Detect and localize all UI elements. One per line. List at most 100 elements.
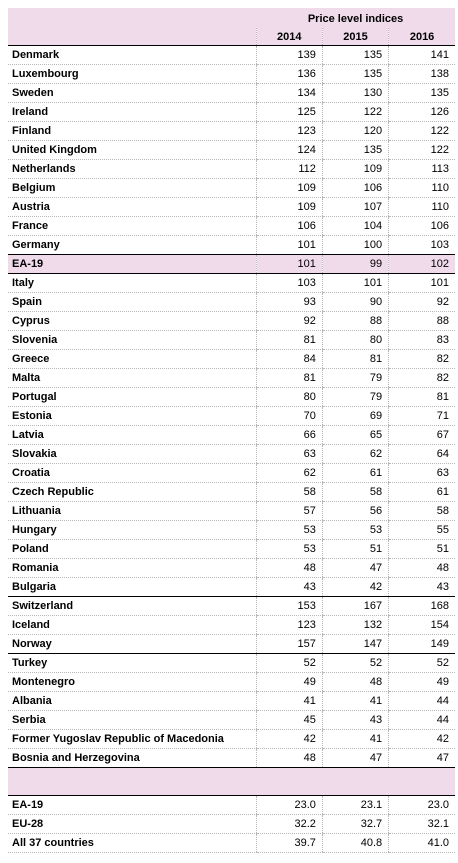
table-row: Luxembourg 136 135 138 — [8, 64, 455, 84]
value-cell: 23.0 — [388, 795, 455, 815]
value-cell: 70 — [255, 406, 323, 426]
country-name: Czech Republic — [8, 482, 257, 502]
value-cell: 139 — [255, 45, 323, 65]
value-cell: 168 — [388, 596, 455, 616]
value-cell: 61 — [321, 463, 389, 483]
country-name: Iceland — [8, 615, 257, 635]
value-cell: 80 — [255, 387, 323, 407]
value-cell: 67 — [388, 425, 455, 445]
value-cell: 157 — [255, 634, 323, 654]
value-cell: 134 — [255, 83, 323, 103]
value-cell: 101 — [388, 273, 455, 293]
country-name: EA-19 — [8, 254, 257, 274]
value-cell: 122 — [321, 102, 389, 122]
table-row: Spain 93 90 92 — [8, 292, 455, 312]
value-cell: 101 — [321, 273, 389, 293]
value-cell: 110 — [388, 178, 455, 198]
spacer-cell — [388, 767, 455, 796]
table-row: Malta 81 79 82 — [8, 368, 455, 388]
country-name: EU-28 — [8, 814, 257, 834]
value-cell: 102 — [388, 254, 455, 274]
value-cell: 135 — [388, 83, 455, 103]
table-row: Bosnia and Herzegovina 48 47 47 — [8, 748, 455, 768]
price-level-table: Price level indices 2014 2015 2016 Denma… — [8, 8, 455, 853]
table-row: EA-19 101 99 102 — [8, 254, 455, 274]
value-cell: 138 — [388, 64, 455, 84]
value-cell: 88 — [388, 311, 455, 331]
value-cell: 40.8 — [321, 833, 389, 853]
value-cell: 47 — [321, 748, 389, 768]
value-cell: 79 — [321, 387, 389, 407]
value-cell: 104 — [321, 216, 389, 236]
value-cell: 167 — [321, 596, 389, 616]
value-cell: 42 — [321, 577, 389, 597]
value-cell: 48 — [321, 672, 389, 692]
value-cell: 58 — [321, 482, 389, 502]
country-name: Netherlands — [8, 159, 257, 179]
value-cell: 58 — [255, 482, 323, 502]
value-cell: 81 — [321, 349, 389, 369]
value-cell: 32.7 — [321, 814, 389, 834]
value-cell: 103 — [388, 235, 455, 255]
value-cell: 110 — [388, 197, 455, 217]
value-cell: 125 — [255, 102, 323, 122]
country-name: Ireland — [8, 102, 257, 122]
country-name: Germany — [8, 235, 257, 255]
value-cell: 79 — [321, 368, 389, 388]
value-cell: 66 — [255, 425, 323, 445]
value-cell: 32.2 — [255, 814, 323, 834]
value-cell: 123 — [255, 121, 323, 141]
value-cell: 103 — [255, 273, 323, 293]
value-cell: 57 — [255, 501, 323, 521]
value-cell: 43 — [321, 710, 389, 730]
table-row: EU-28 32.2 32.7 32.1 — [8, 814, 455, 834]
year-header: 2014 — [255, 28, 323, 46]
table-row: Albania 41 41 44 — [8, 691, 455, 711]
value-cell: 101 — [255, 254, 323, 274]
value-cell: 113 — [388, 159, 455, 179]
table-row: Former Yugoslav Republic of Macedonia 42 4… — [8, 729, 455, 749]
value-cell: 101 — [255, 235, 323, 255]
year-header: 2016 — [388, 28, 455, 46]
value-cell: 42 — [255, 729, 323, 749]
value-cell: 81 — [388, 387, 455, 407]
value-cell: 112 — [255, 159, 323, 179]
value-cell: 120 — [321, 121, 389, 141]
table-row: Poland 53 51 51 — [8, 539, 455, 559]
table-row: Iceland 123 132 154 — [8, 615, 455, 635]
value-cell: 49 — [255, 672, 323, 692]
country-name: EA-19 — [8, 795, 257, 815]
country-name: Luxembourg — [8, 64, 257, 84]
value-cell: 43 — [255, 577, 323, 597]
spacer-row — [8, 767, 455, 796]
value-cell: 82 — [388, 349, 455, 369]
country-name: Spain — [8, 292, 257, 312]
table-row: All 37 countries 39.7 40.8 41.0 — [8, 833, 455, 853]
value-cell: 109 — [321, 159, 389, 179]
value-cell: 23.0 — [255, 795, 323, 815]
value-cell: 52 — [255, 653, 323, 673]
value-cell: 136 — [255, 64, 323, 84]
value-cell: 69 — [321, 406, 389, 426]
table-row: Romania 48 47 48 — [8, 558, 455, 578]
table-row: France 106 104 106 — [8, 216, 455, 236]
value-cell: 106 — [388, 216, 455, 236]
value-cell: 47 — [388, 748, 455, 768]
value-cell: 52 — [321, 653, 389, 673]
header-corner-lower — [8, 28, 257, 46]
value-cell: 58 — [388, 501, 455, 521]
table-row: United Kingdom 124 135 122 — [8, 140, 455, 160]
table-row: Croatia 62 61 63 — [8, 463, 455, 483]
header-corner — [8, 8, 257, 28]
value-cell: 53 — [321, 520, 389, 540]
value-cell: 106 — [255, 216, 323, 236]
value-cell: 43 — [388, 577, 455, 597]
country-name: Former Yugoslav Republic of Macedonia — [8, 729, 257, 749]
value-cell: 44 — [388, 691, 455, 711]
table-row: Greece 84 81 82 — [8, 349, 455, 369]
value-cell: 81 — [255, 330, 323, 350]
value-cell: 56 — [321, 501, 389, 521]
value-cell: 154 — [388, 615, 455, 635]
table-row: Portugal 80 79 81 — [8, 387, 455, 407]
